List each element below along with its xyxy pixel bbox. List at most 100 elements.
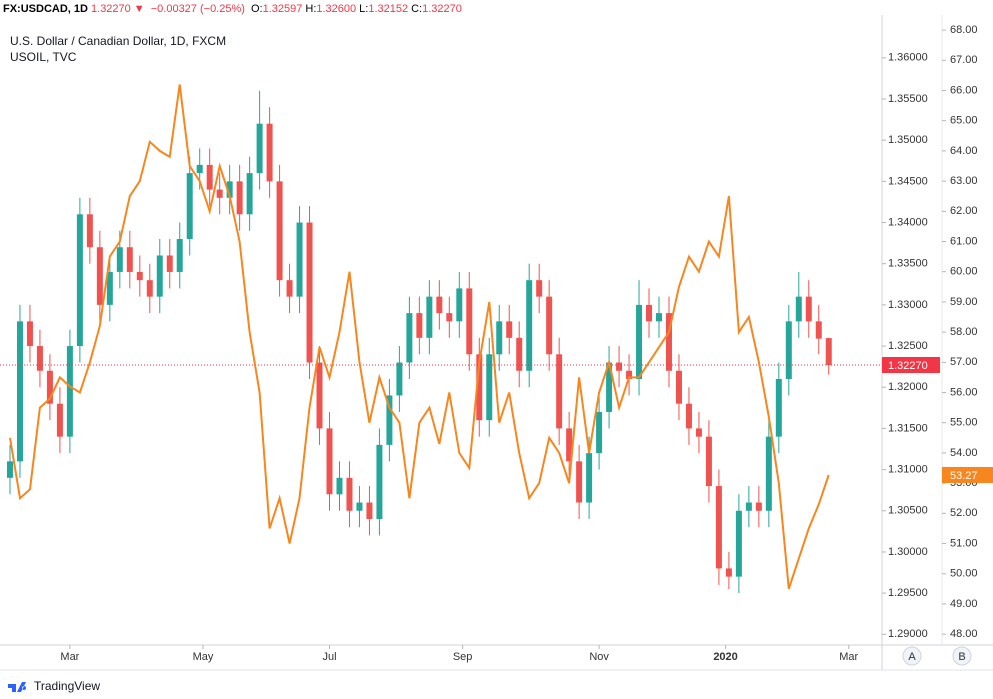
- candle-body: [336, 477, 343, 495]
- last-price-badge: [882, 357, 940, 373]
- candle-body: [86, 214, 93, 248]
- y2-tick-label: 59.00: [950, 296, 978, 308]
- candle-body: [136, 271, 143, 281]
- candle-body: [805, 296, 812, 322]
- y2-tick-label: 61.00: [950, 235, 978, 247]
- candle-body: [366, 502, 373, 519]
- candle-body: [306, 222, 313, 363]
- candle-body: [436, 296, 443, 314]
- scale-button[interactable]: [902, 646, 922, 666]
- candle-body: [646, 304, 653, 322]
- symbol: FX:USDCAD, 1D: [3, 3, 88, 15]
- candle-body: [596, 411, 603, 454]
- y-tick-label: 1.34000: [888, 216, 928, 228]
- candle-body: [815, 321, 822, 339]
- symbol-header: FX:USDCAD, 1D 1.32270 ▼ −0.00327 (−0.25%)…: [3, 3, 468, 15]
- y-tick-label: 1.34500: [888, 175, 928, 187]
- candle-body: [576, 461, 583, 503]
- y2-tick-label: 67.00: [950, 54, 978, 66]
- candle-body: [296, 222, 303, 297]
- candle-body: [715, 486, 722, 569]
- scale-button-label[interactable]: B: [958, 651, 965, 663]
- candle-body: [496, 321, 503, 355]
- y2-tick-label: 63.00: [950, 175, 978, 187]
- scale-button-label[interactable]: A: [908, 651, 916, 663]
- y-tick-label: 1.36000: [888, 52, 928, 64]
- y2-tick-label: 55.00: [950, 417, 978, 429]
- y-tick-label: 1.32500: [888, 340, 928, 352]
- y2-tick-label: 51.00: [950, 537, 978, 549]
- x-tick-label: Jul: [322, 651, 336, 663]
- y2-tick-label: 64.00: [950, 145, 978, 157]
- candle-body: [745, 502, 752, 511]
- candle-body: [176, 239, 183, 272]
- candle-body: [226, 181, 233, 198]
- candle-body: [266, 123, 273, 182]
- last-price: 1.32270: [91, 3, 131, 15]
- x-tick-label: Sep: [453, 651, 473, 663]
- x-tick-label: Nov: [589, 651, 609, 663]
- y2-tick-label: 65.00: [950, 115, 978, 127]
- candle-body: [626, 370, 633, 379]
- candle-body: [276, 181, 283, 281]
- last-price-label: 1.32270: [888, 360, 928, 372]
- candle-body: [196, 164, 203, 174]
- candle-body: [516, 337, 523, 371]
- series-title: USOIL, TVC: [10, 50, 77, 64]
- brand-name: TradingView: [34, 679, 101, 693]
- y2-tick-label: 68.00: [950, 24, 978, 36]
- candle-body: [116, 247, 123, 272]
- candle-body: [186, 173, 193, 239]
- ohlc-label: H:: [305, 3, 317, 15]
- scale-button[interactable]: [952, 646, 972, 666]
- candle-body: [316, 362, 323, 429]
- x-tick-label: Mar: [60, 651, 79, 663]
- candle-body: [526, 280, 533, 371]
- candle-body: [586, 453, 593, 503]
- y2-tick-label: 49.00: [950, 598, 978, 610]
- last-value-badge: [942, 466, 993, 483]
- y-tick-label: 1.33500: [888, 258, 928, 270]
- candle-body: [236, 181, 243, 215]
- x-tick-label: May: [193, 651, 214, 663]
- candle-body: [246, 173, 253, 215]
- candle-body: [406, 313, 413, 363]
- candle-body: [566, 428, 573, 462]
- candle-body: [765, 436, 772, 511]
- last-value-label: 53.27: [950, 470, 978, 482]
- candle-body: [616, 362, 623, 371]
- ohlc-label: L:: [359, 3, 369, 15]
- candle-body: [16, 321, 23, 462]
- y-tick-label: 1.33000: [888, 299, 928, 311]
- y2-tick-label: 56.00: [950, 386, 978, 398]
- ohlc-label: O:: [250, 3, 263, 15]
- brand[interactable]: TradingView: [8, 679, 100, 693]
- x-tick-label: Mar: [839, 651, 858, 663]
- candle-body: [466, 288, 473, 355]
- ohlc: O:1.32597 H:1.32600 L:1.32152 C:1.32270: [251, 3, 465, 15]
- candle-body: [725, 568, 732, 577]
- x-tick-label: 2020: [713, 651, 737, 663]
- candle-body: [346, 477, 353, 511]
- y-tick-label: 1.29000: [888, 628, 928, 640]
- y2-tick-label: 50.00: [950, 568, 978, 580]
- change: −0.00327 (−0.25%): [150, 3, 245, 15]
- candle-body: [506, 321, 513, 338]
- candle-body: [96, 247, 103, 305]
- candle-body: [606, 362, 613, 412]
- y2-tick-label: 66.00: [950, 84, 978, 96]
- line-series: [9, 84, 830, 590]
- y-tick-label: 1.31000: [888, 463, 928, 475]
- candle-body: [106, 271, 113, 305]
- candle-body: [656, 313, 662, 322]
- y-tick-label: 1.35500: [888, 93, 928, 105]
- y-tick-label: 1.30000: [888, 546, 928, 558]
- candle-body: [386, 395, 393, 445]
- candle-body: [785, 321, 792, 379]
- y-tick-label: 1.30500: [888, 505, 928, 517]
- candle-body: [735, 510, 742, 577]
- candle-body: [426, 296, 433, 338]
- y-tick-label: 1.29500: [888, 587, 928, 599]
- candle-body: [396, 362, 403, 396]
